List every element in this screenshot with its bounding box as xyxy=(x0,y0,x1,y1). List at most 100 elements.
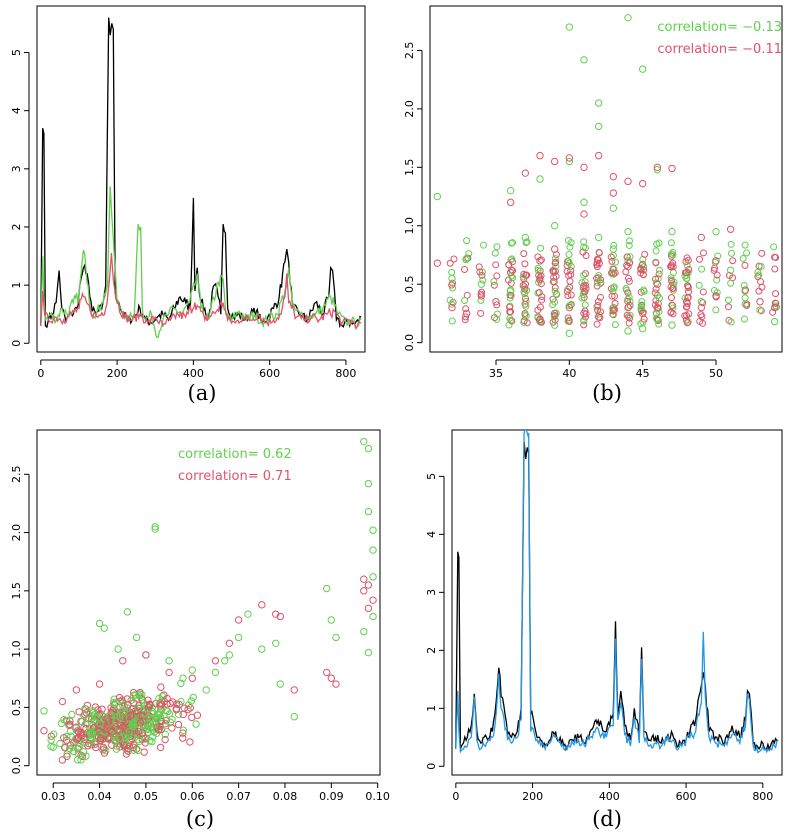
scatter-point-red xyxy=(669,285,677,293)
y-tick-label: 0.5 xyxy=(10,699,23,717)
scatter-point-green xyxy=(110,695,118,703)
scatter-point-red xyxy=(669,310,677,318)
scatter-point-green xyxy=(624,13,632,22)
scatter-point-red xyxy=(771,299,779,307)
scatter-point-green xyxy=(506,186,515,195)
scatter-point-green xyxy=(638,298,646,306)
scatter-point-green xyxy=(132,633,141,642)
scatter-point-green xyxy=(594,99,603,107)
scatter-point-red xyxy=(179,710,187,719)
scatter-point-green xyxy=(726,266,735,274)
scatter-point-green xyxy=(755,271,763,279)
scatter-point-red xyxy=(136,719,145,727)
scatter-point-red xyxy=(140,748,148,756)
scatter-point-green xyxy=(522,297,530,305)
scatter-point-green xyxy=(565,157,574,166)
scatter-point-red xyxy=(682,298,691,306)
scatter-point-green xyxy=(141,701,149,709)
scatter-point-red xyxy=(741,261,749,269)
scatter-point-red xyxy=(369,596,377,604)
scatter-point-green xyxy=(113,742,121,750)
scatter-point-green xyxy=(465,250,473,258)
scatter-point-green xyxy=(111,699,120,707)
scatter-point-green xyxy=(155,694,163,703)
scatter-point-red xyxy=(668,301,676,309)
scatter-point-red xyxy=(669,263,677,271)
scatter-point-red xyxy=(521,260,529,268)
scatter-point-green xyxy=(565,329,574,337)
scatter-point-red xyxy=(72,723,80,731)
scatter-point-green xyxy=(564,317,572,325)
y-tick-label: 0.0 xyxy=(10,757,23,775)
scatter-point-green xyxy=(724,296,732,304)
scatter-point-red xyxy=(521,169,530,177)
scatter-point-red xyxy=(168,698,177,706)
scatter-point-green xyxy=(63,750,71,758)
scatter-point-green xyxy=(448,300,456,308)
scatter-point-green xyxy=(741,300,750,308)
scatter-point-red xyxy=(669,259,677,267)
scatter-point-green xyxy=(446,296,454,304)
scatter-point-green xyxy=(653,240,661,248)
scatter-point-green xyxy=(491,249,499,257)
plot-area xyxy=(40,17,362,339)
scatter-point-red xyxy=(327,674,336,682)
scatter-point-red xyxy=(567,267,575,275)
scatter-point-green xyxy=(609,245,618,253)
scatter-point-green xyxy=(70,747,78,756)
scatter-point-green xyxy=(565,251,573,259)
scatter-point-green xyxy=(480,241,488,249)
y-tick-label: 2.0 xyxy=(403,100,416,118)
scatter-point-green xyxy=(67,732,75,740)
scatter-point-green xyxy=(609,204,618,212)
scatter-point-red xyxy=(75,708,83,716)
scatter-point-red xyxy=(95,680,104,688)
scatter-point-red xyxy=(105,717,113,725)
scatter-point-red xyxy=(536,303,544,311)
scatter-point-red xyxy=(667,294,675,302)
x-tick-label: 200 xyxy=(107,367,128,380)
scatter-point-green xyxy=(684,318,692,326)
scatter-point-green xyxy=(433,192,442,201)
scatter-point-green xyxy=(638,65,647,73)
scatter-point-green xyxy=(757,262,765,270)
scatter-point-red xyxy=(623,261,631,269)
scatter-point-red xyxy=(626,301,634,309)
scatter-point-red xyxy=(551,284,559,292)
scatter-point-green xyxy=(521,233,530,242)
scatter-point-red xyxy=(624,262,632,271)
x-tick-label: 0.06 xyxy=(180,790,205,803)
scatter-point-green xyxy=(189,693,197,702)
scatter-point-green xyxy=(162,722,170,730)
scatter-point-green xyxy=(125,727,133,736)
x-tick-label: 0.08 xyxy=(273,790,298,803)
scatter-point-green xyxy=(668,321,676,329)
scatter-point-red xyxy=(550,157,559,166)
scatter-point-green xyxy=(653,315,662,323)
scatter-point-green xyxy=(77,756,85,764)
x-tick-label: 400 xyxy=(183,367,204,380)
scatter-point-green xyxy=(626,311,634,319)
scatter-point-red xyxy=(581,270,589,278)
y-tick-label: 4 xyxy=(10,107,23,114)
scatter-point-red xyxy=(725,316,733,324)
y-tick-label: 2.5 xyxy=(403,42,416,60)
scatter-point-red xyxy=(360,575,368,583)
scatter-point-red xyxy=(124,701,132,709)
scatter-point-green xyxy=(68,710,76,719)
scatter-point-green xyxy=(134,704,143,712)
scatter-point-red xyxy=(490,281,498,289)
scatter-point-red xyxy=(156,743,165,752)
correlation-label: correlation= 0.71 xyxy=(178,469,292,484)
scatter-point-red xyxy=(446,259,454,267)
scatter-point-green xyxy=(146,737,154,745)
scatter-point-red xyxy=(507,308,515,316)
scatter-point-green xyxy=(580,198,588,207)
scatter-point-red xyxy=(505,261,513,269)
scatter-point-green xyxy=(449,284,457,292)
scatter-point-red xyxy=(186,738,194,746)
scatter-point-red xyxy=(154,726,163,734)
scatter-point-green xyxy=(143,720,152,728)
scatter-point-green xyxy=(95,729,103,737)
scatter-point-green xyxy=(523,238,531,246)
